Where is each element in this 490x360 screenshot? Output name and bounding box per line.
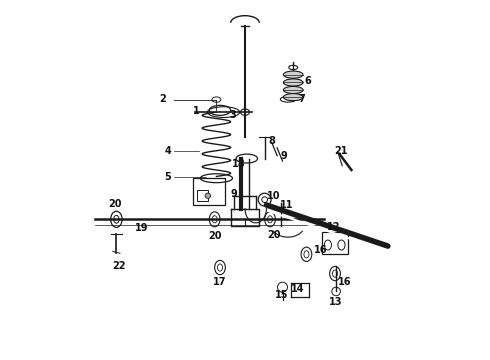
Text: 2: 2 bbox=[159, 94, 166, 104]
Ellipse shape bbox=[283, 71, 303, 78]
Text: 9: 9 bbox=[230, 189, 237, 199]
Text: 5: 5 bbox=[164, 172, 171, 182]
Text: 11: 11 bbox=[280, 200, 294, 210]
Text: 12: 12 bbox=[327, 222, 341, 232]
Text: 8: 8 bbox=[269, 136, 275, 146]
Text: 16: 16 bbox=[338, 277, 351, 287]
Text: 22: 22 bbox=[113, 261, 126, 271]
Text: 20: 20 bbox=[267, 230, 280, 240]
Text: 6: 6 bbox=[304, 76, 311, 86]
Text: 3: 3 bbox=[229, 110, 236, 120]
Text: 1: 1 bbox=[194, 107, 200, 116]
Text: 16: 16 bbox=[314, 245, 327, 255]
Text: 17: 17 bbox=[213, 277, 227, 287]
Bar bbox=[193, 178, 225, 205]
Text: 18: 18 bbox=[232, 159, 245, 169]
Bar bbox=[322, 232, 347, 254]
Ellipse shape bbox=[283, 79, 303, 86]
Text: 20: 20 bbox=[208, 231, 221, 242]
Text: 20: 20 bbox=[108, 199, 122, 209]
Text: 15: 15 bbox=[275, 290, 288, 300]
Ellipse shape bbox=[283, 86, 303, 94]
Text: 10: 10 bbox=[267, 191, 280, 201]
Ellipse shape bbox=[283, 94, 303, 101]
Text: 14: 14 bbox=[291, 284, 305, 294]
Text: 9: 9 bbox=[280, 151, 287, 161]
Bar bbox=[197, 190, 208, 202]
Text: 19: 19 bbox=[135, 223, 148, 233]
Text: 13: 13 bbox=[329, 297, 343, 307]
Text: 7: 7 bbox=[298, 94, 305, 104]
Text: 4: 4 bbox=[165, 146, 172, 156]
Text: 21: 21 bbox=[335, 147, 348, 157]
Ellipse shape bbox=[205, 193, 211, 198]
